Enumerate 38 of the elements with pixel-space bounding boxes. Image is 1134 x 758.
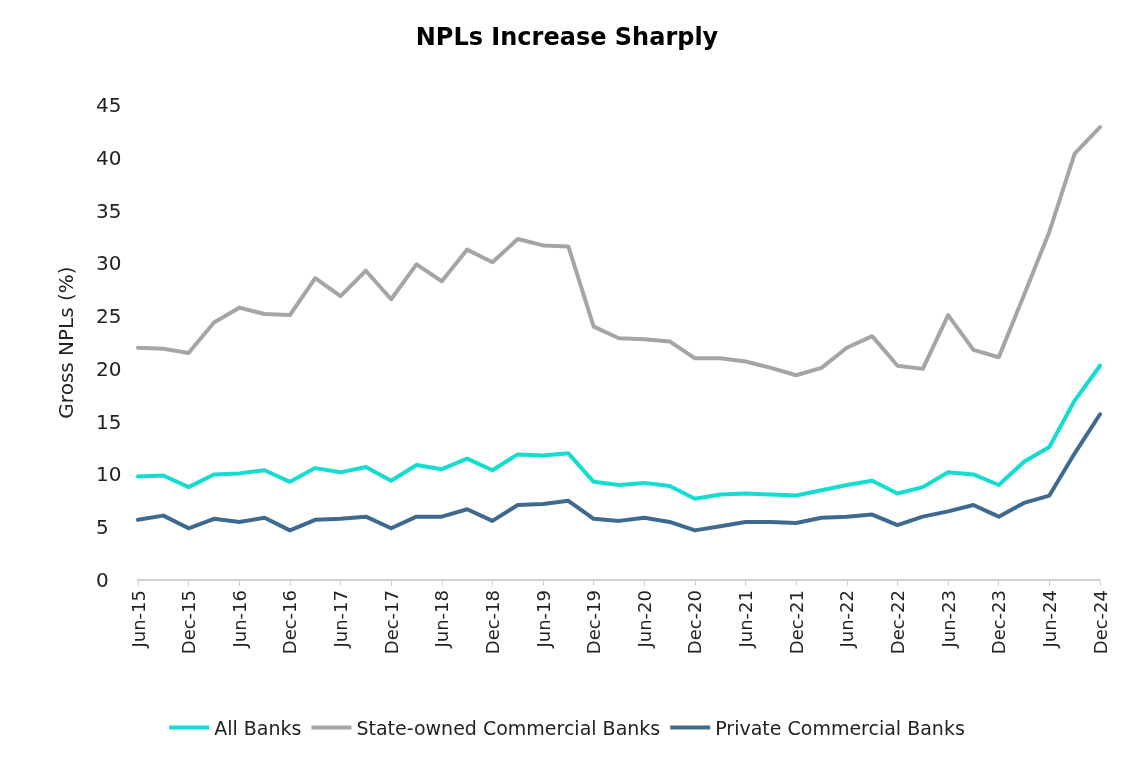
y-tick-label: 5 — [96, 515, 109, 540]
x-tick-label: Jun-18 — [431, 590, 453, 649]
y-tick-label: 35 — [96, 198, 122, 223]
x-tick-label: Dec-17 — [380, 590, 402, 655]
x-tick-label: Dec-16 — [279, 590, 301, 655]
x-tick-label: Jun-16 — [228, 590, 250, 649]
y-tick-label: 40 — [96, 145, 122, 170]
y-axis-title: Gross NPLs (%) — [54, 266, 78, 419]
x-tick-label: Dec-20 — [684, 590, 706, 655]
line-series — [136, 412, 1102, 533]
y-tick-label: 10 — [96, 462, 122, 487]
x-tick-label: Dec-15 — [178, 590, 200, 655]
x-tick-label: Dec-22 — [886, 590, 908, 655]
y-tick-label: 45 — [96, 93, 122, 117]
y-tick-label: 0 — [96, 568, 109, 592]
y-tick-label: 20 — [96, 356, 122, 381]
x-tick-label: Dec-18 — [481, 590, 503, 655]
x-tick-label: Jun-19 — [532, 590, 554, 649]
x-tick-label: Dec-19 — [583, 590, 605, 655]
y-tick-label: 25 — [96, 304, 122, 329]
legend-label: All Banks — [214, 716, 302, 739]
x-tick-label: Jun-23 — [937, 590, 959, 649]
x-tick-label: Jun-20 — [633, 590, 655, 649]
x-tick-label: Jun-21 — [735, 590, 757, 649]
x-tick-label: Jun-24 — [1038, 590, 1060, 649]
legend-label: Private Commercial Banks — [715, 716, 965, 739]
line-series — [136, 363, 1102, 501]
x-tick-label: Jun-15 — [127, 590, 149, 649]
y-tick-label: 30 — [96, 251, 122, 276]
x-tick-label: Jun-17 — [330, 590, 352, 649]
x-tick-label: Dec-24 — [1089, 590, 1111, 655]
x-tick-label: Jun-22 — [836, 590, 858, 649]
x-tick-label: Dec-23 — [988, 590, 1010, 655]
legend-label: State-owned Commercial Banks — [356, 716, 661, 739]
x-tick-label: Dec-21 — [785, 590, 807, 655]
chart-title: NPLs Increase Sharply — [415, 23, 719, 51]
y-tick-label: 15 — [96, 409, 122, 434]
line-series — [136, 125, 1102, 378]
